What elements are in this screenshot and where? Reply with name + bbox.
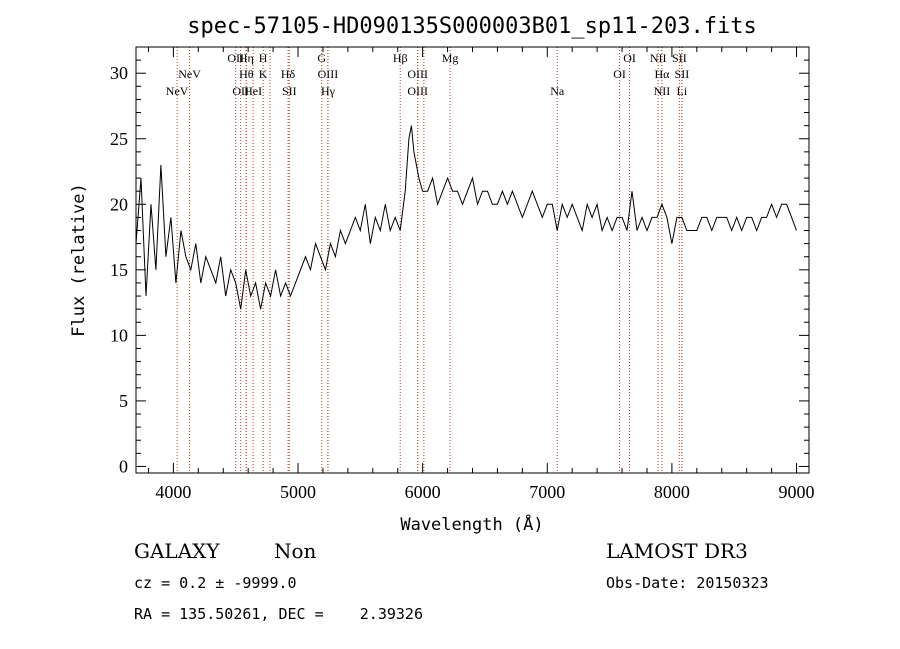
line-marker-label: G: [317, 51, 326, 65]
line-marker-label: Mg: [442, 51, 459, 65]
emission-line-markers: [176, 47, 683, 473]
line-marker-label: K: [259, 67, 268, 81]
coordinates-text: RA = 135.50261, DEC = 2.39326: [134, 605, 423, 623]
x-tick-label: 8000: [654, 482, 690, 502]
y-axis-label: Flux (relative): [69, 183, 89, 337]
line-marker-label: Na: [550, 84, 565, 98]
y-tick-label: 25: [110, 129, 128, 149]
x-tick-label: 4000: [155, 482, 191, 502]
line-marker-label: NII: [650, 51, 667, 65]
y-tick-label: 20: [110, 194, 128, 214]
obs-date-text: Obs-Date: 20150323: [606, 574, 769, 592]
line-marker-label: NeV: [178, 67, 201, 81]
line-marker-label: NeV: [166, 84, 189, 98]
line-marker-label: SII: [672, 51, 687, 65]
y-tick-label: 10: [110, 325, 128, 345]
line-marker-label: Hβ: [393, 51, 408, 65]
redshift-text: cz = 0.2 ± -9999.0: [134, 574, 297, 592]
line-marker-label: SII: [675, 67, 690, 81]
line-marker-label: Hγ: [321, 84, 336, 98]
x-tick-label: 5000: [280, 482, 316, 502]
y-axis-ticks: 0 5 10 15 20 25 30: [110, 46, 809, 476]
y-tick-label: 15: [110, 260, 128, 280]
plot-frame: [135, 46, 810, 474]
x-tick-label: 6000: [405, 482, 441, 502]
x-axis-ticks: 4000 5000 6000 7000 8000 9000: [147, 47, 815, 502]
line-marker-label: Li: [677, 84, 688, 98]
line-marker-label: H: [259, 51, 268, 65]
line-marker-label: OI: [613, 67, 626, 81]
spectrum-series-line: [135, 125, 797, 310]
line-marker-label: OI: [623, 51, 636, 65]
y-tick-label: 5: [119, 391, 128, 411]
x-axis-label: Wavelength (Å): [400, 513, 543, 535]
line-marker-label: SII: [282, 84, 297, 98]
line-marker-label: OIII: [407, 67, 428, 81]
line-marker-label: OII: [232, 84, 249, 98]
survey-name-text: LAMOST DR3: [606, 539, 748, 563]
line-marker-label: Hδ: [281, 67, 296, 81]
line-marker-label: OIII: [318, 67, 339, 81]
line-marker-label: Hη: [239, 51, 254, 65]
x-tick-label: 7000: [529, 482, 565, 502]
y-tick-label: 30: [110, 63, 128, 83]
line-marker-label: Hθ: [239, 67, 254, 81]
line-marker-label: HeI: [244, 84, 262, 98]
y-tick-label: 0: [119, 456, 128, 476]
line-marker-label: OIII: [407, 84, 428, 98]
object-subclass-text: Non: [274, 539, 317, 563]
line-marker-label: NII: [654, 84, 671, 98]
line-marker-label: OII: [227, 51, 244, 65]
x-tick-label: 9000: [779, 482, 815, 502]
object-class-text: GALAXY: [134, 539, 220, 563]
chart-title: spec-57105-HD090135S000003B01_sp11-203.f…: [187, 14, 757, 39]
line-marker-label: Hα: [654, 67, 670, 81]
